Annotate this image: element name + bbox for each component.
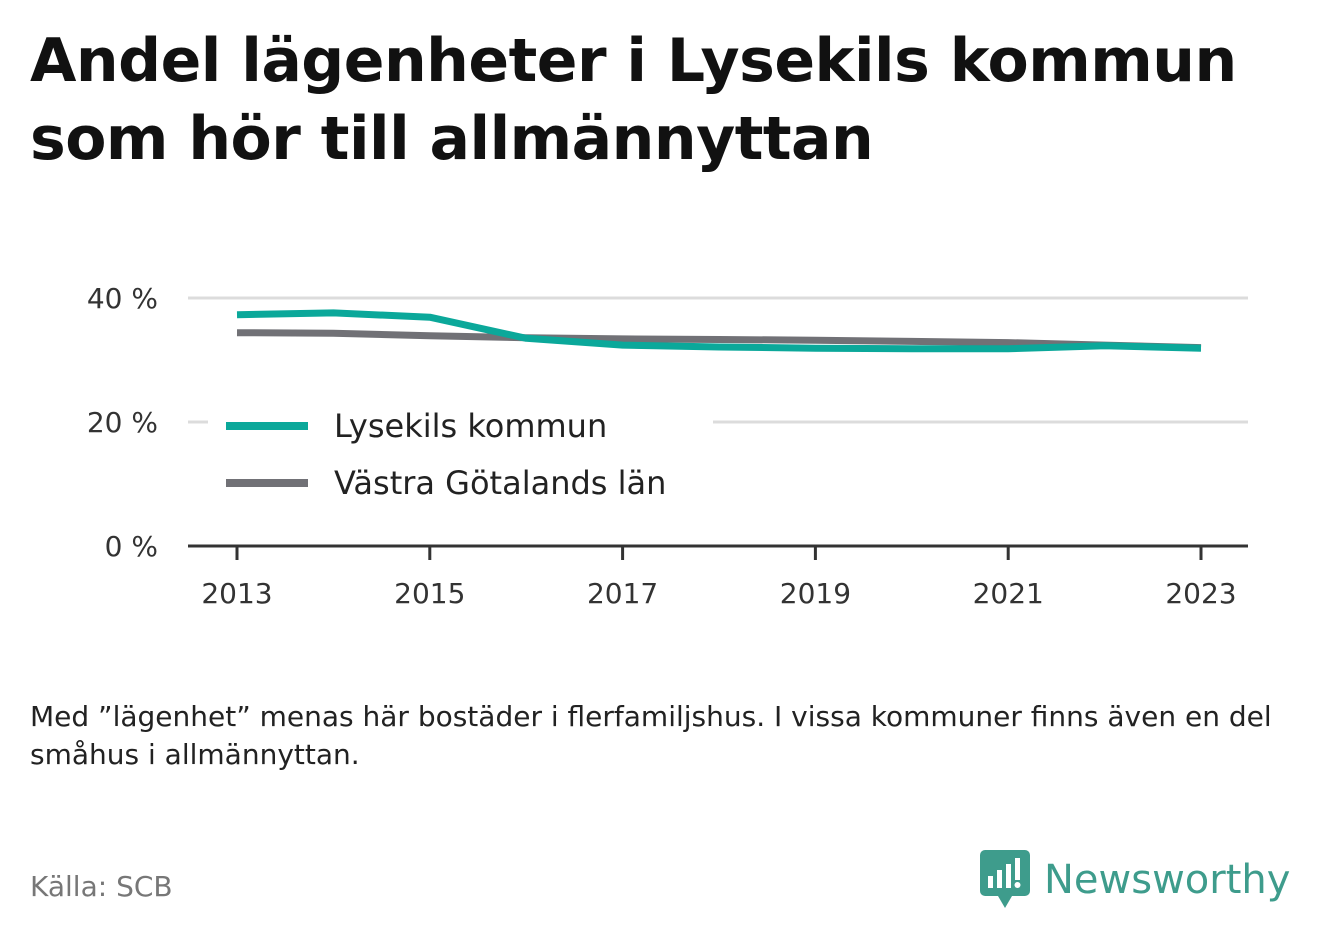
x-tick-label: 2021 <box>973 577 1044 610</box>
chart-title: Andel lägenheter i Lysekils kommun som h… <box>30 26 1237 174</box>
x-tick-label: 2019 <box>780 577 851 610</box>
legend: Lysekils kommun Västra Götalands län <box>208 398 713 516</box>
legend-label: Lysekils kommun <box>334 407 607 445</box>
x-axis: 2013 2015 2017 2019 2021 2023 <box>188 544 1248 610</box>
series-line <box>236 309 1202 353</box>
chart-note: Med ”lägenhet” menas här bostäder i fler… <box>30 700 1272 771</box>
x-tick-label: 2015 <box>394 577 465 610</box>
x-tick-label: 2013 <box>201 577 272 610</box>
series-line <box>236 329 1202 352</box>
y-tick-label: 40 % <box>87 282 158 315</box>
x-tick-label: 2023 <box>1165 577 1236 610</box>
y-tick-label: 0 % <box>105 530 158 563</box>
source-label: Källa: SCB <box>30 870 173 903</box>
y-tick-label: 20 % <box>87 406 158 439</box>
x-tick-label: 2017 <box>587 577 658 610</box>
brand-name: Newsworthy <box>1044 857 1291 903</box>
legend-background <box>208 398 713 516</box>
series-lines <box>236 309 1202 353</box>
y-axis-ticks: 0 % 20 % 40 % <box>87 282 158 563</box>
legend-label: Västra Götalands län <box>334 464 666 502</box>
newsworthy-logo-icon <box>980 850 1030 908</box>
brand[interactable]: Newsworthy <box>980 850 1290 910</box>
